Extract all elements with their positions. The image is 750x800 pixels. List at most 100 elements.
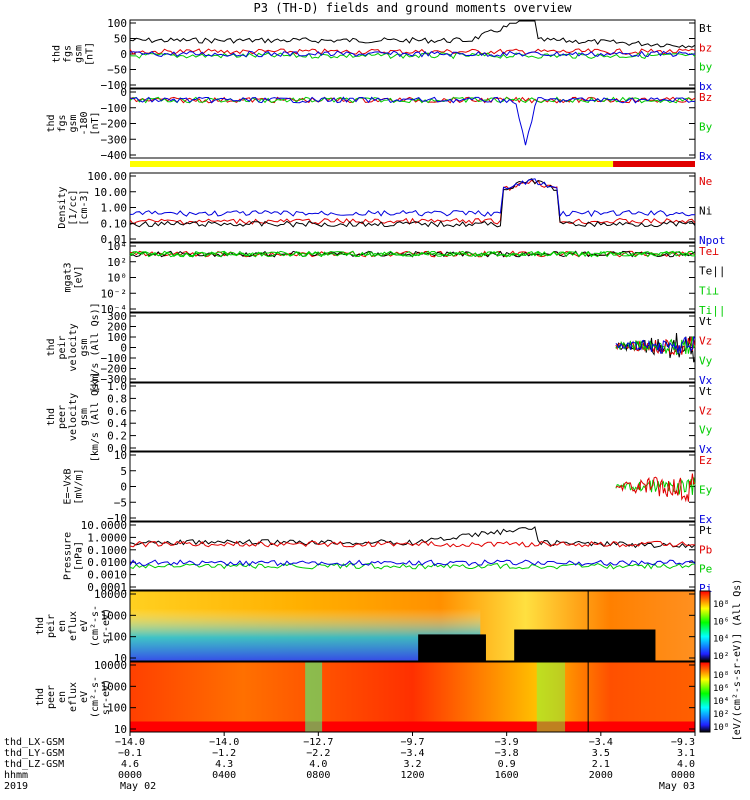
y-tick-label: 0 xyxy=(120,342,127,355)
y-tick-label: 0.2 xyxy=(107,430,127,443)
y-tick-label: 300 xyxy=(107,310,127,323)
y-axis-label-line: eflux xyxy=(68,682,79,712)
y-axis-label-line: thd xyxy=(35,688,46,706)
y-tick-label: 10² xyxy=(107,256,127,269)
panel-3: 100.00 10.00 1.00 0.10 0.01 Density [1/cc] [cm-… xyxy=(57,170,726,247)
x-value: −3.4 xyxy=(400,748,424,759)
y-axis-label-line: gsm xyxy=(79,338,90,356)
x-value: −14.0 xyxy=(115,737,145,748)
y-tick-label: 10 xyxy=(114,449,127,462)
y-tick-label: 1.0 xyxy=(107,380,127,393)
y-axis-label-line: (cm²-s- xyxy=(90,605,101,647)
y-tick-label: 1.0000 xyxy=(87,531,127,544)
x-value: 0000 xyxy=(118,770,142,781)
y-axis-label-line: fgs xyxy=(57,114,68,132)
legend-vy: Vy xyxy=(699,354,713,367)
colorbar-1 xyxy=(699,590,711,662)
y-tick-label: −300 xyxy=(101,373,128,386)
y-tick-label: 50 xyxy=(114,33,127,46)
y-axis-label-line: velocity xyxy=(68,323,79,371)
y-tick-label: 10⁴ xyxy=(107,240,127,253)
x-value: −12.7 xyxy=(303,737,333,748)
x-value: −9.7 xyxy=(400,737,424,748)
x-value: 3.5 xyxy=(592,748,610,759)
date-end: May 03 xyxy=(659,781,695,792)
y-tick-label: 0.0001 xyxy=(87,581,127,594)
x-value: −3.8 xyxy=(495,748,519,759)
y-axis-label-line: en xyxy=(57,691,68,703)
y-axis-label-line: [km/s (All Qs)] xyxy=(90,302,101,392)
y-tick-label: −100 xyxy=(101,102,128,115)
colorbar-2 xyxy=(699,661,711,733)
y-tick-label: −50 xyxy=(107,64,127,77)
date-start: May 02 xyxy=(120,781,156,792)
y-axis-label-line: [nT] xyxy=(90,111,101,135)
y-tick-label: −200 xyxy=(101,118,128,131)
legend-pt: Pt xyxy=(699,524,712,537)
x-value: −3.4 xyxy=(589,737,613,748)
y-axis-label-line: sr-eV) xyxy=(101,608,112,644)
trace-bx xyxy=(129,96,696,146)
colorbar-tick-label: 10⁶ xyxy=(713,684,729,694)
y-axis-label-line: [1/cc] xyxy=(68,189,79,225)
y-axis-label-line: fgs xyxy=(63,45,74,63)
legend-ex: Ex xyxy=(699,513,713,526)
y-tick-label: −5 xyxy=(114,496,127,509)
legend-bx: Bx xyxy=(699,150,713,163)
spectrogram-gap xyxy=(587,591,589,661)
panel-4: 10⁴ 10² 10⁰ 10⁻² 10⁻⁴ mgat3 [eV] Te⊥ Te|| Ti⊥ Ti|| xyxy=(63,240,726,317)
x-value: 4.3 xyxy=(215,759,233,770)
y-axis-label-line: [km/s (All Qs)] xyxy=(90,372,101,462)
y-tick-label: 0.0010 xyxy=(87,569,127,582)
y-tick-label: 10⁰ xyxy=(107,272,127,285)
y-axis-label: thd peir velocity gsm [km/s (All Qs)] xyxy=(46,302,101,392)
x-value: 0.9 xyxy=(498,759,516,770)
y-tick-label: 0.0 xyxy=(107,442,127,455)
y-axis-label: thd peer en eflux eV (cm²-s-sr-eV) xyxy=(35,676,112,718)
legend-bt: Bt xyxy=(699,22,712,35)
panel-1: 100 50 0 −50 −100 thd fgs gsm [nT] Bt bz by bx xyxy=(52,17,713,93)
legend-pe: Pe xyxy=(699,563,712,576)
y-tick-label: −10 xyxy=(107,512,127,525)
colorbar-tick-label: 10⁶ xyxy=(713,617,729,627)
x-value: −3.9 xyxy=(495,737,519,748)
y-axis-label-line: [nPa] xyxy=(74,541,85,571)
x-value: 3.2 xyxy=(403,759,421,770)
trace-bz xyxy=(129,48,696,55)
y-axis-label: thd fgs gsm [nT] xyxy=(52,42,96,66)
panel-frame xyxy=(129,382,696,452)
x-value: 4.0 xyxy=(309,759,327,770)
y-axis-label-line: [mV/m] xyxy=(74,468,85,504)
x-row-label: thd_LX-GSM xyxy=(4,737,64,748)
y-tick-label: 10⁻² xyxy=(101,287,128,300)
legend-te⊥: Te⊥ xyxy=(699,245,719,258)
y-axis-label-line: gsm xyxy=(79,408,90,426)
trace-by xyxy=(129,96,696,104)
y-tick-label: 0.01 xyxy=(101,233,128,246)
spectrogram-no-data xyxy=(418,634,486,661)
y-axis-label: thd fgs gsm -180 [nT] xyxy=(46,111,101,135)
y-tick-label: 0 xyxy=(120,48,127,61)
colorbar-tick-label: 10² xyxy=(713,652,729,662)
legend-vz: Vz xyxy=(699,335,712,348)
y-axis-label-line: thd xyxy=(46,338,57,356)
x-row-label: thd_LZ-GSM xyxy=(4,759,64,770)
trace-pe xyxy=(129,562,696,570)
y-axis-label-line: gsm xyxy=(68,114,79,132)
legend-ni: Ni xyxy=(699,205,712,218)
y-axis-label: E=−VxB [mV/m] xyxy=(63,468,85,504)
y-tick-label: 10⁻⁴ xyxy=(101,303,128,316)
colorbar-tick-label: 10² xyxy=(713,710,729,720)
panel-frame xyxy=(129,521,696,591)
y-axis-label-line: thd xyxy=(46,114,57,132)
colorbar-tick-label: 10⁴ xyxy=(713,697,729,707)
panel-7: 10 5 0 −5 −10 E=−VxB [mV/m] Ez Ey Ex xyxy=(63,449,713,526)
trace-pi xyxy=(129,559,696,567)
y-tick-label: 0.10 xyxy=(101,217,128,230)
legend-vy: Vy xyxy=(699,424,713,437)
trace-bx xyxy=(129,50,696,58)
x-row-label: thd_LY-GSM xyxy=(4,748,64,759)
y-axis-label-line: thd xyxy=(35,617,46,635)
